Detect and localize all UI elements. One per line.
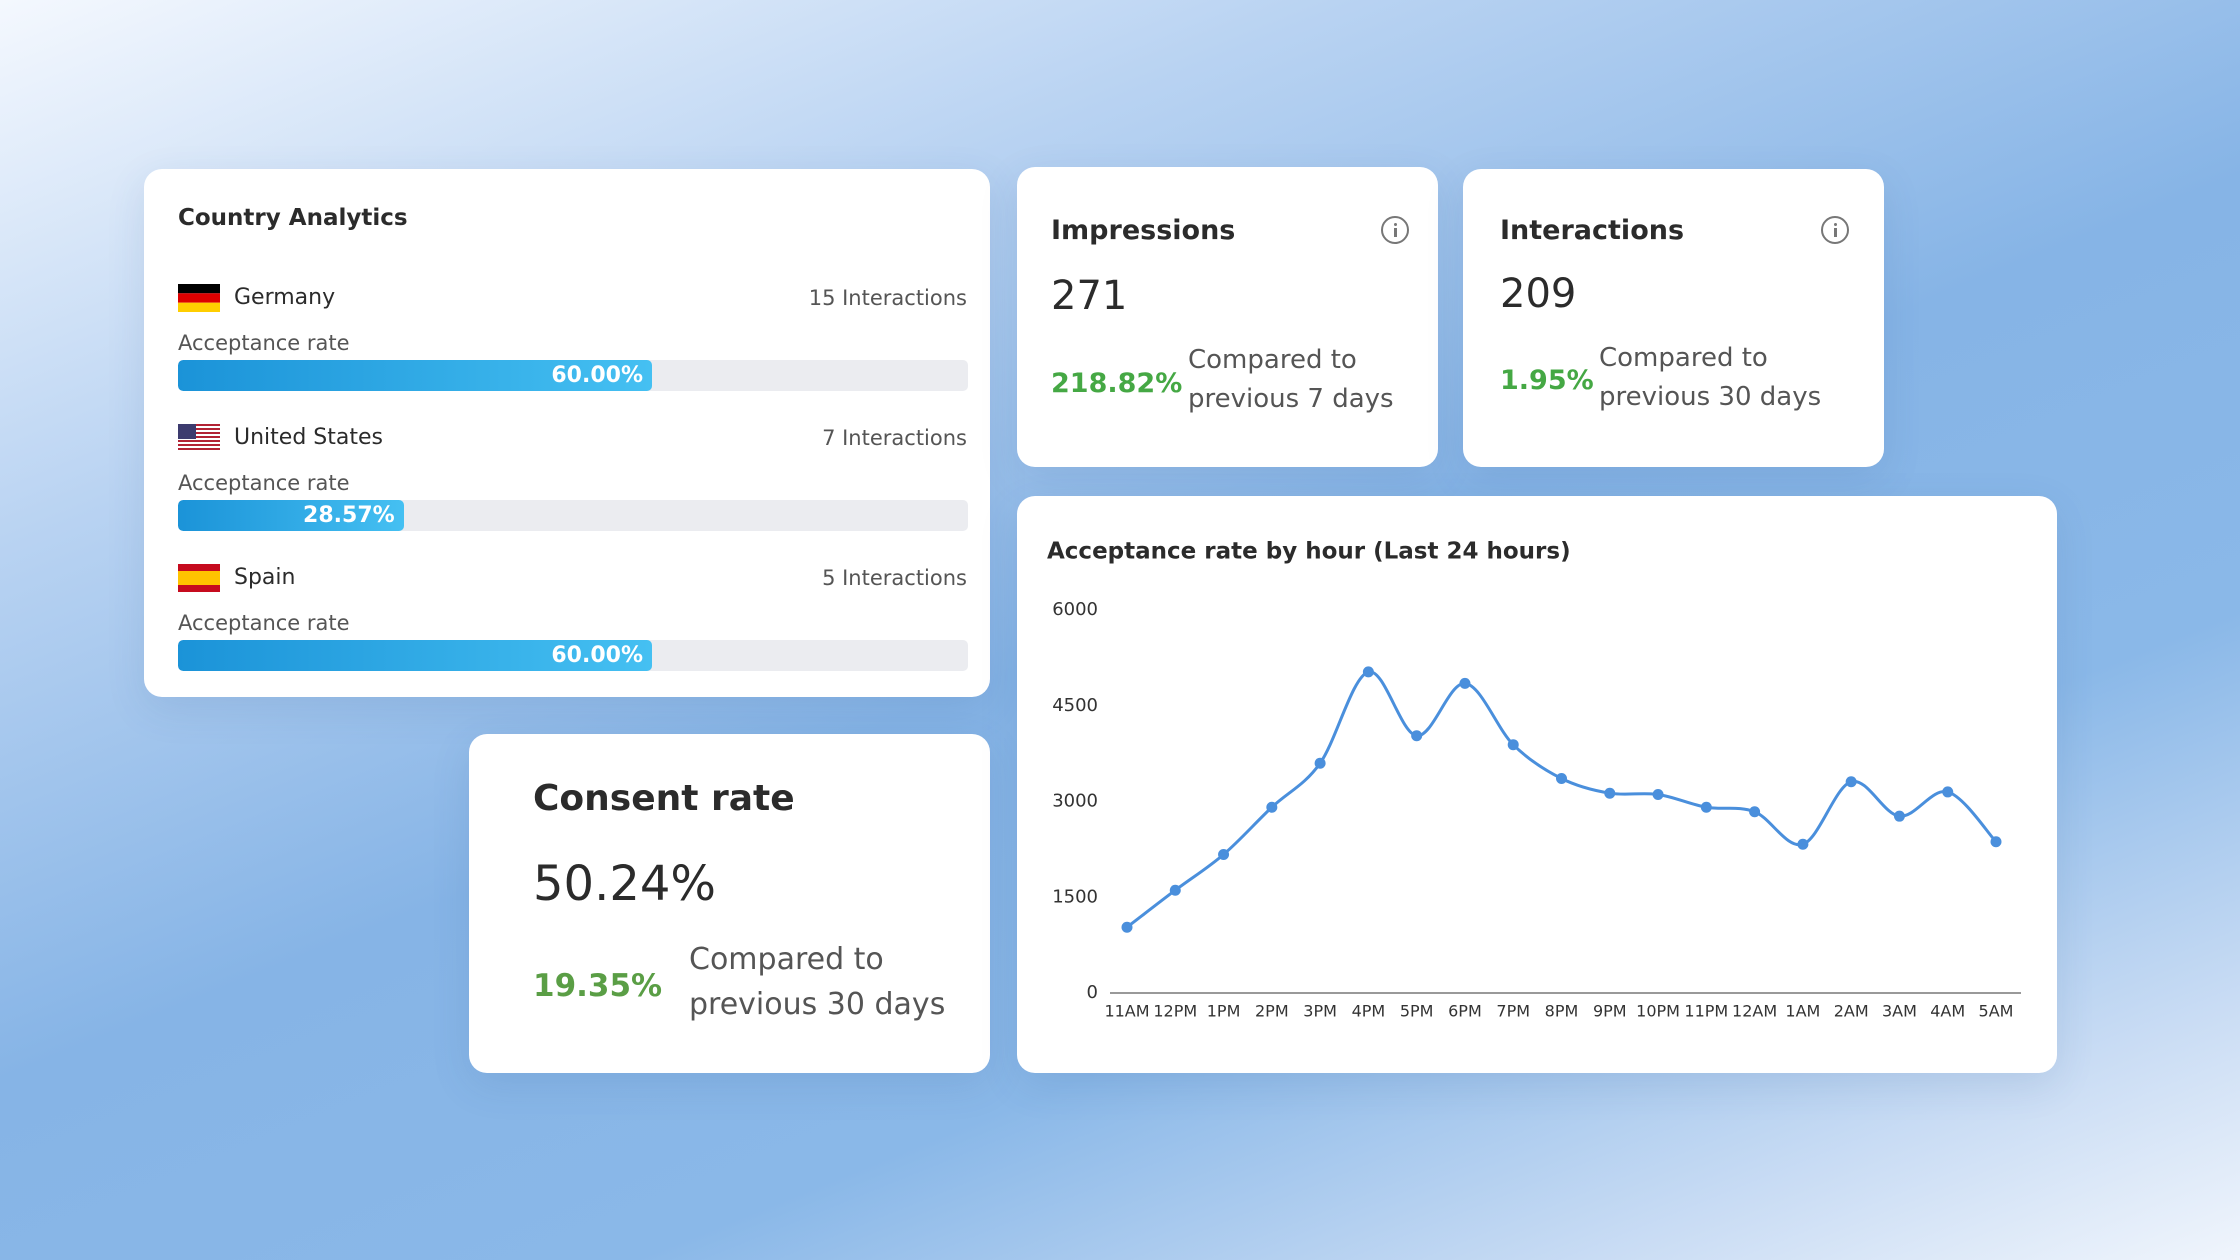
card-title: Interactions (1500, 215, 1685, 246)
y-tick-label: 1500 (1052, 886, 1098, 907)
x-tick-label: 5AM (1979, 1002, 2014, 1021)
x-tick-label: 3AM (1882, 1002, 1917, 1021)
point (1507, 739, 1519, 751)
metric-value: 209 (1500, 271, 1577, 317)
x-tick-label: 12PM (1153, 1002, 1197, 1021)
flag (178, 424, 220, 452)
x-tick-label: 6PM (1448, 1002, 1482, 1021)
rate-value: 28.57% (303, 503, 395, 528)
point (1942, 786, 1954, 798)
x-tick-label: 11AM (1104, 1002, 1149, 1021)
compare-text: Compared to previous 30 days (689, 942, 946, 1022)
card-title: Impressions (1051, 215, 1236, 246)
consent-rate-card: Consent rate 50.24% 19.35% Compared to p… (469, 734, 990, 1073)
x-tick-label: 5PM (1400, 1002, 1434, 1021)
change: 218.82% (1051, 368, 1183, 399)
x-tick-label: 4PM (1352, 1002, 1386, 1021)
point (1314, 757, 1326, 769)
x-tick-label: 4AM (1930, 1002, 1965, 1021)
interactions-count: 7 Interactions (822, 426, 967, 450)
x-tick-label: 1PM (1207, 1002, 1241, 1021)
progress-track: 60.00% (178, 640, 968, 671)
rate-label: Acceptance rate (178, 331, 350, 355)
rate-label: Acceptance rate (178, 611, 350, 635)
x-tick-label: 7PM (1496, 1002, 1530, 1021)
progress-fill: 60.00% (178, 360, 652, 391)
info-icon[interactable] (1821, 216, 1849, 244)
x-tick-label: 2AM (1834, 1002, 1869, 1021)
point (1845, 776, 1857, 788)
metric-value: 271 (1051, 273, 1128, 319)
point (1749, 806, 1761, 818)
point (1604, 787, 1616, 799)
x-tick-label: 9PM (1593, 1002, 1627, 1021)
interactions-count: 15 Interactions (808, 286, 967, 310)
point (1121, 921, 1133, 933)
x-tick-label: 10PM (1636, 1002, 1680, 1021)
y-tick-label: 4500 (1052, 695, 1098, 716)
point (1990, 836, 2002, 848)
flag (178, 284, 220, 312)
country-name: Germany (234, 285, 336, 310)
point (1362, 666, 1374, 678)
flag (178, 564, 220, 592)
interactions-card: Interactions 209 1.95% Compared to previ… (1463, 169, 1884, 467)
x-tick-label: 11PM (1684, 1002, 1728, 1021)
y-tick-label: 3000 (1052, 791, 1098, 812)
x-tick-label: 12AM (1732, 1002, 1777, 1021)
progress-track: 60.00% (178, 360, 968, 391)
rate-value: 60.00% (551, 643, 643, 668)
x-tick-label: 1AM (1785, 1002, 1820, 1021)
point (1893, 810, 1905, 822)
rate-value: 60.00% (551, 363, 643, 388)
change: 1.95% (1500, 365, 1594, 396)
x-tick-label: 3PM (1303, 1002, 1337, 1021)
change: 19.35% (533, 968, 663, 1004)
country-analytics-card: Country Analytics Germany 15 Interactions… (144, 169, 990, 697)
point (1459, 677, 1471, 689)
y-tick-label: 0 (1087, 982, 1098, 1003)
country-name: Spain (234, 565, 296, 590)
point (1218, 848, 1230, 860)
country-name: United States (234, 425, 383, 450)
metric-value: 50.24% (533, 856, 717, 912)
chart-title: Acceptance rate by hour (Last 24 hours) (1047, 539, 1571, 565)
point (1700, 801, 1712, 813)
y-tick-label: 6000 (1052, 599, 1098, 620)
x-tick-label: 2PM (1255, 1002, 1289, 1021)
interactions-count: 5 Interactions (822, 566, 967, 590)
point (1556, 773, 1567, 785)
card-title: Consent rate (533, 778, 795, 819)
progress-fill: 60.00% (178, 640, 652, 671)
info-icon[interactable] (1381, 216, 1409, 244)
point (1652, 788, 1664, 800)
progress-fill: 28.57% (178, 500, 404, 531)
chart-card: Acceptance rate by hour (Last 24 hours) … (1017, 496, 2057, 1073)
card-title: Country Analytics (178, 205, 408, 231)
rate-label: Acceptance rate (178, 471, 350, 495)
x-tick-label: 8PM (1545, 1002, 1579, 1021)
compare-text: Compared to previous 7 days (1188, 345, 1394, 414)
impressions-card: Impressions 271 218.82% Compared to prev… (1017, 167, 1438, 467)
line (1126, 670, 1998, 929)
compare-text: Compared to previous 30 days (1599, 343, 1822, 412)
point (1266, 801, 1278, 813)
progress-track: 28.57% (178, 500, 968, 531)
point (1169, 884, 1181, 896)
chart: Acceptance rate by hour (Last 24 hours) … (1047, 539, 2021, 1021)
point (1411, 730, 1423, 742)
point (1797, 838, 1809, 850)
